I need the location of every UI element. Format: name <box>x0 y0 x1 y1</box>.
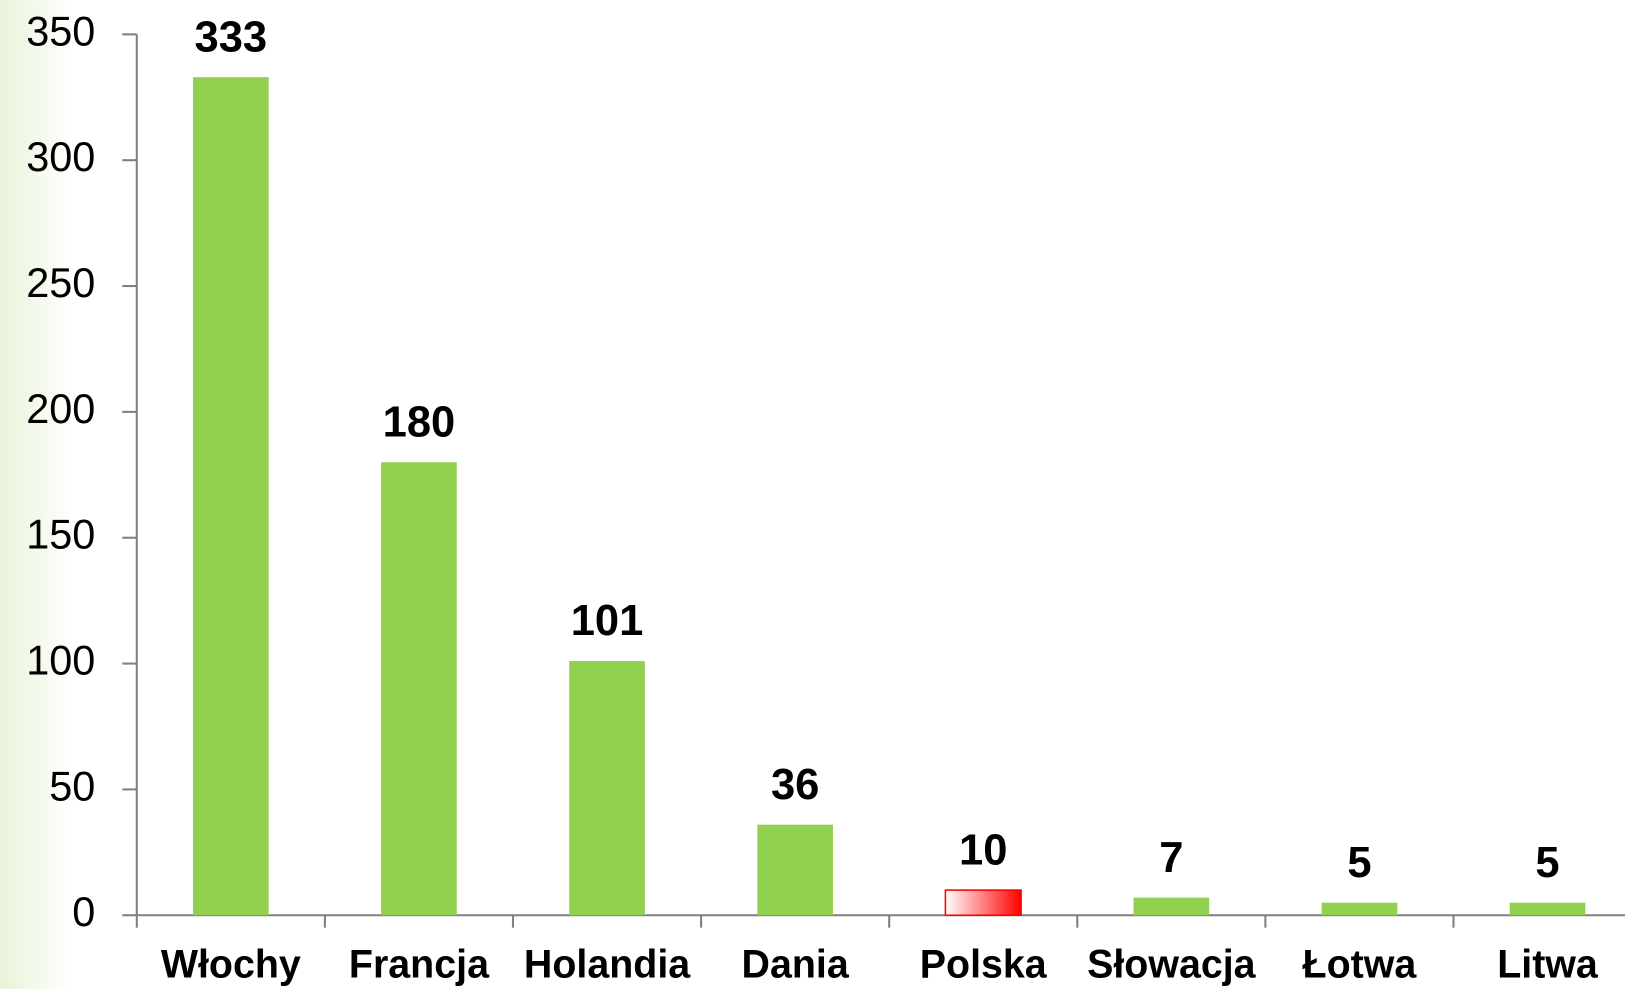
y-tick-label: 150 <box>26 511 95 558</box>
x-tick-label: Dania <box>742 942 850 986</box>
x-tick-label: Litwa <box>1497 942 1599 986</box>
bar <box>193 77 269 916</box>
bar <box>569 661 645 916</box>
value-label: 36 <box>771 761 819 809</box>
x-tick-label: Słowacja <box>1087 942 1257 986</box>
background-accent <box>0 0 73 989</box>
x-tick-label: Holandia <box>524 942 691 986</box>
x-tick-label: Francja <box>349 942 490 986</box>
x-tick-label: Łotwa <box>1303 942 1418 986</box>
y-tick-label: 250 <box>26 259 95 306</box>
bar <box>757 824 833 916</box>
bar <box>381 462 457 916</box>
bar <box>1509 902 1586 916</box>
y-tick-label: 200 <box>26 385 95 432</box>
value-label: 5 <box>1535 839 1559 887</box>
y-tick-label: 350 <box>26 7 95 54</box>
y-tick-label: 100 <box>26 637 95 684</box>
x-tick-label: Włochy <box>161 942 301 986</box>
bar <box>1133 897 1210 916</box>
value-label: 333 <box>195 13 268 61</box>
value-label: 180 <box>383 398 456 446</box>
y-tick-label: 50 <box>49 762 95 809</box>
bar <box>1321 902 1398 916</box>
value-label: 10 <box>959 826 1007 874</box>
bar <box>944 889 1022 917</box>
value-label: 5 <box>1347 839 1371 887</box>
y-tick-label: 300 <box>26 133 95 180</box>
x-tick-label: Polska <box>920 942 1048 986</box>
value-label: 101 <box>571 597 644 645</box>
y-tick-label: 0 <box>72 888 95 935</box>
value-label: 7 <box>1159 834 1183 882</box>
